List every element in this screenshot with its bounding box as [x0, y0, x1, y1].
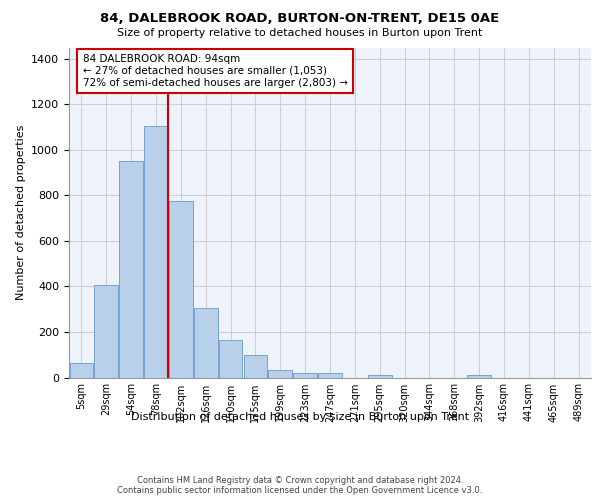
Bar — [368, 375, 392, 378]
Bar — [169, 201, 193, 378]
Bar — [244, 354, 267, 378]
Bar — [194, 308, 218, 378]
Text: 84, DALEBROOK ROAD, BURTON-ON-TRENT, DE15 0AE: 84, DALEBROOK ROAD, BURTON-ON-TRENT, DE1… — [100, 12, 500, 26]
Bar — [467, 375, 491, 378]
Text: Contains public sector information licensed under the Open Government Licence v3: Contains public sector information licen… — [118, 486, 482, 495]
Text: Distribution of detached houses by size in Burton upon Trent: Distribution of detached houses by size … — [131, 412, 469, 422]
Text: 84 DALEBROOK ROAD: 94sqm
← 27% of detached houses are smaller (1,053)
72% of sem: 84 DALEBROOK ROAD: 94sqm ← 27% of detach… — [83, 54, 347, 88]
Bar — [119, 162, 143, 378]
Bar — [144, 126, 168, 378]
Bar — [293, 374, 317, 378]
Text: Size of property relative to detached houses in Burton upon Trent: Size of property relative to detached ho… — [118, 28, 482, 38]
Bar — [70, 362, 93, 378]
Bar — [268, 370, 292, 378]
Text: Contains HM Land Registry data © Crown copyright and database right 2024.: Contains HM Land Registry data © Crown c… — [137, 476, 463, 485]
Bar — [219, 340, 242, 378]
Y-axis label: Number of detached properties: Number of detached properties — [16, 125, 26, 300]
Bar — [94, 286, 118, 378]
Bar — [318, 374, 342, 378]
